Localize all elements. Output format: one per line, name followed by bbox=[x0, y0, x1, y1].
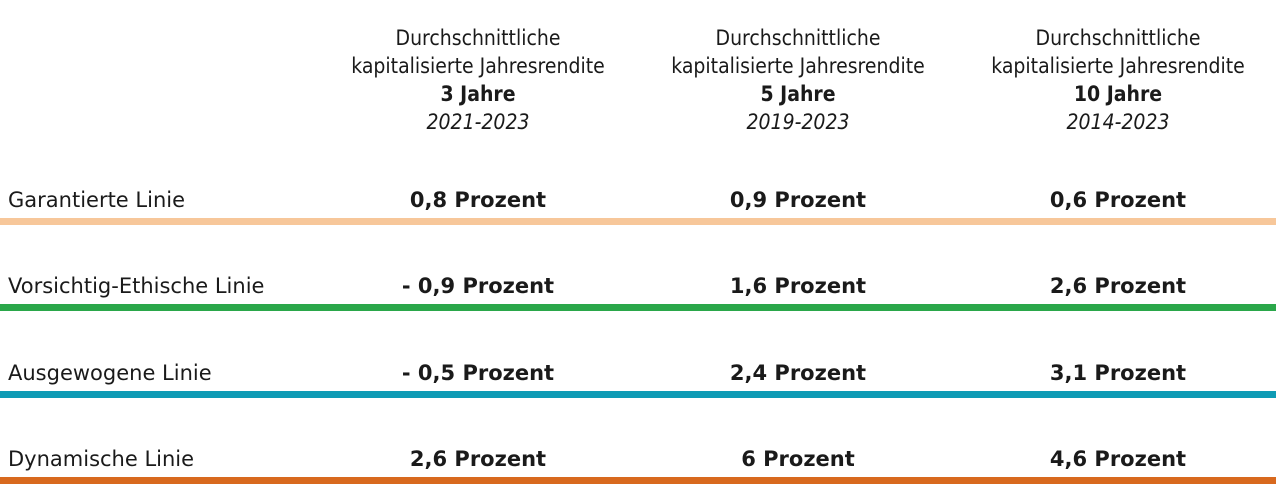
row-divider bbox=[0, 304, 1276, 311]
column-header-10-jahre: Durchschnittliche kapitalisierte Jahresr… bbox=[958, 24, 1276, 136]
table-row-garantierte-linie: Garantierte Linie 0,8 Prozent 0,9 Prozen… bbox=[0, 172, 1276, 232]
table-row-vorsichtig-ethische-linie: Vorsichtig-Ethische Linie - 0,9 Prozent … bbox=[0, 258, 1276, 318]
column-header-5-jahre: Durchschnittliche kapitalisierte Jahresr… bbox=[638, 24, 958, 136]
row-divider bbox=[0, 391, 1276, 398]
column-header-line2: kapitalisierte Jahresrendite bbox=[351, 54, 605, 78]
row-label: Garantierte Linie bbox=[8, 188, 186, 212]
column-period: 3 Jahre bbox=[440, 82, 516, 106]
table-cell: 6 Prozent bbox=[741, 447, 855, 471]
column-period: 5 Jahre bbox=[760, 82, 836, 106]
row-divider bbox=[0, 477, 1276, 484]
column-header-3-jahre: Durchschnittliche kapitalisierte Jahresr… bbox=[318, 24, 638, 136]
column-header-line2: kapitalisierte Jahresrendite bbox=[991, 54, 1245, 78]
column-years: 2019-2023 bbox=[746, 110, 850, 134]
column-header-line1: Durchschnittliche bbox=[715, 26, 881, 50]
table-cell: 2,4 Prozent bbox=[729, 361, 867, 385]
column-years: 2014-2023 bbox=[1066, 110, 1170, 134]
column-header-line1: Durchschnittliche bbox=[395, 26, 561, 50]
column-header-line2: kapitalisierte Jahresrendite bbox=[671, 54, 925, 78]
column-period: 10 Jahre bbox=[1073, 82, 1163, 106]
table-cell: 0,6 Prozent bbox=[1049, 188, 1187, 212]
table-cell: 3,1 Prozent bbox=[1049, 361, 1187, 385]
table-cell: - 0,5 Prozent bbox=[401, 361, 555, 385]
row-label: Vorsichtig-Ethische Linie bbox=[8, 274, 265, 298]
table-cell: 4,6 Prozent bbox=[1049, 447, 1187, 471]
column-years: 2021-2023 bbox=[426, 110, 530, 134]
table-cell: 0,8 Prozent bbox=[409, 188, 547, 212]
table-cell: 1,6 Prozent bbox=[729, 274, 867, 298]
table-cell: 2,6 Prozent bbox=[409, 447, 547, 471]
table-cell: - 0,9 Prozent bbox=[401, 274, 555, 298]
table-cell: 0,9 Prozent bbox=[729, 188, 867, 212]
column-header-line1: Durchschnittliche bbox=[1035, 26, 1201, 50]
table-row-ausgewogene-linie: Ausgewogene Linie - 0,5 Prozent 2,4 Proz… bbox=[0, 345, 1276, 405]
row-divider bbox=[0, 218, 1276, 225]
row-label: Dynamische Linie bbox=[8, 447, 195, 471]
row-label: Ausgewogene Linie bbox=[8, 361, 212, 385]
table-row-dynamische-linie: Dynamische Linie 2,6 Prozent 6 Prozent 4… bbox=[0, 431, 1276, 491]
table-cell: 2,6 Prozent bbox=[1049, 274, 1187, 298]
